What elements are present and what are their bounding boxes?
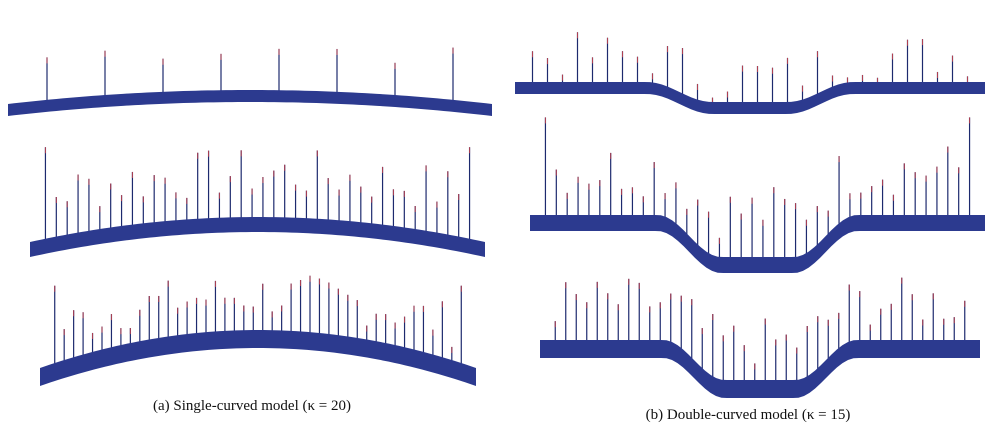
shell-surface [540,340,980,398]
figure: {"captions": {"a": "(a) Single-curved mo… [0,0,1005,434]
figure-drawing [0,0,1005,434]
shell-surface [530,215,985,273]
shell-surface [40,330,476,386]
caption: (b) Double-curved model (κ = 15) [646,407,851,424]
shell-surface [30,217,485,257]
shell-surface [8,90,492,116]
shell-surface [515,82,985,114]
caption: (a) Single-curved model (κ = 20) [153,398,351,415]
